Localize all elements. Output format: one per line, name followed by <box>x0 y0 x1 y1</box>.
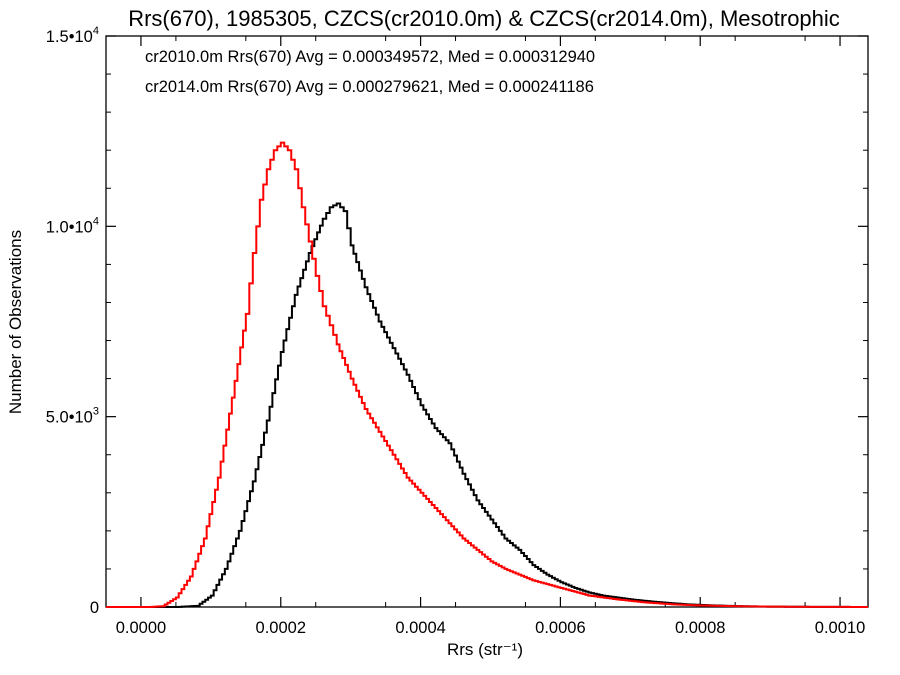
x-tick-label: 0.0008 <box>675 619 725 637</box>
x-tick-label: 0.0004 <box>395 619 445 637</box>
y-tick-label: 5.0•103 <box>46 406 99 427</box>
series-line-0 <box>106 202 868 608</box>
plot-frame <box>105 35 869 608</box>
chart-title: Rrs(670), 1985305, CZCS(cr2010.0m) & CZC… <box>128 6 840 31</box>
y-tick-label: 1.5•104 <box>46 25 99 46</box>
y-tick-label: 1.0•104 <box>46 215 99 236</box>
x-tick-label: 0.0006 <box>535 619 585 637</box>
y-axis-label: Number of Observations <box>6 230 25 414</box>
y-axis: 0 5.0•103 1.0•104 1.5•104 <box>46 25 868 617</box>
x-axis-label: Rrs (str⁻¹) <box>447 640 523 659</box>
x-tick-label: 0.0000 <box>116 619 166 637</box>
y-tick-label: 0 <box>90 599 99 617</box>
series-line-1 <box>106 141 868 608</box>
annotation-cr2010: cr2010.0m Rrs(670) Avg = 0.000349572, Me… <box>145 48 595 66</box>
series-layer <box>106 141 869 608</box>
annotation-cr2014: cr2014.0m Rrs(670) Avg = 0.000279621, Me… <box>145 78 594 96</box>
x-tick-label: 0.0010 <box>815 619 865 637</box>
x-tick-label: 0.0002 <box>256 619 306 637</box>
x-axis: 0.0000 0.0002 0.0004 0.0006 0.0008 0.0010 <box>116 36 865 637</box>
